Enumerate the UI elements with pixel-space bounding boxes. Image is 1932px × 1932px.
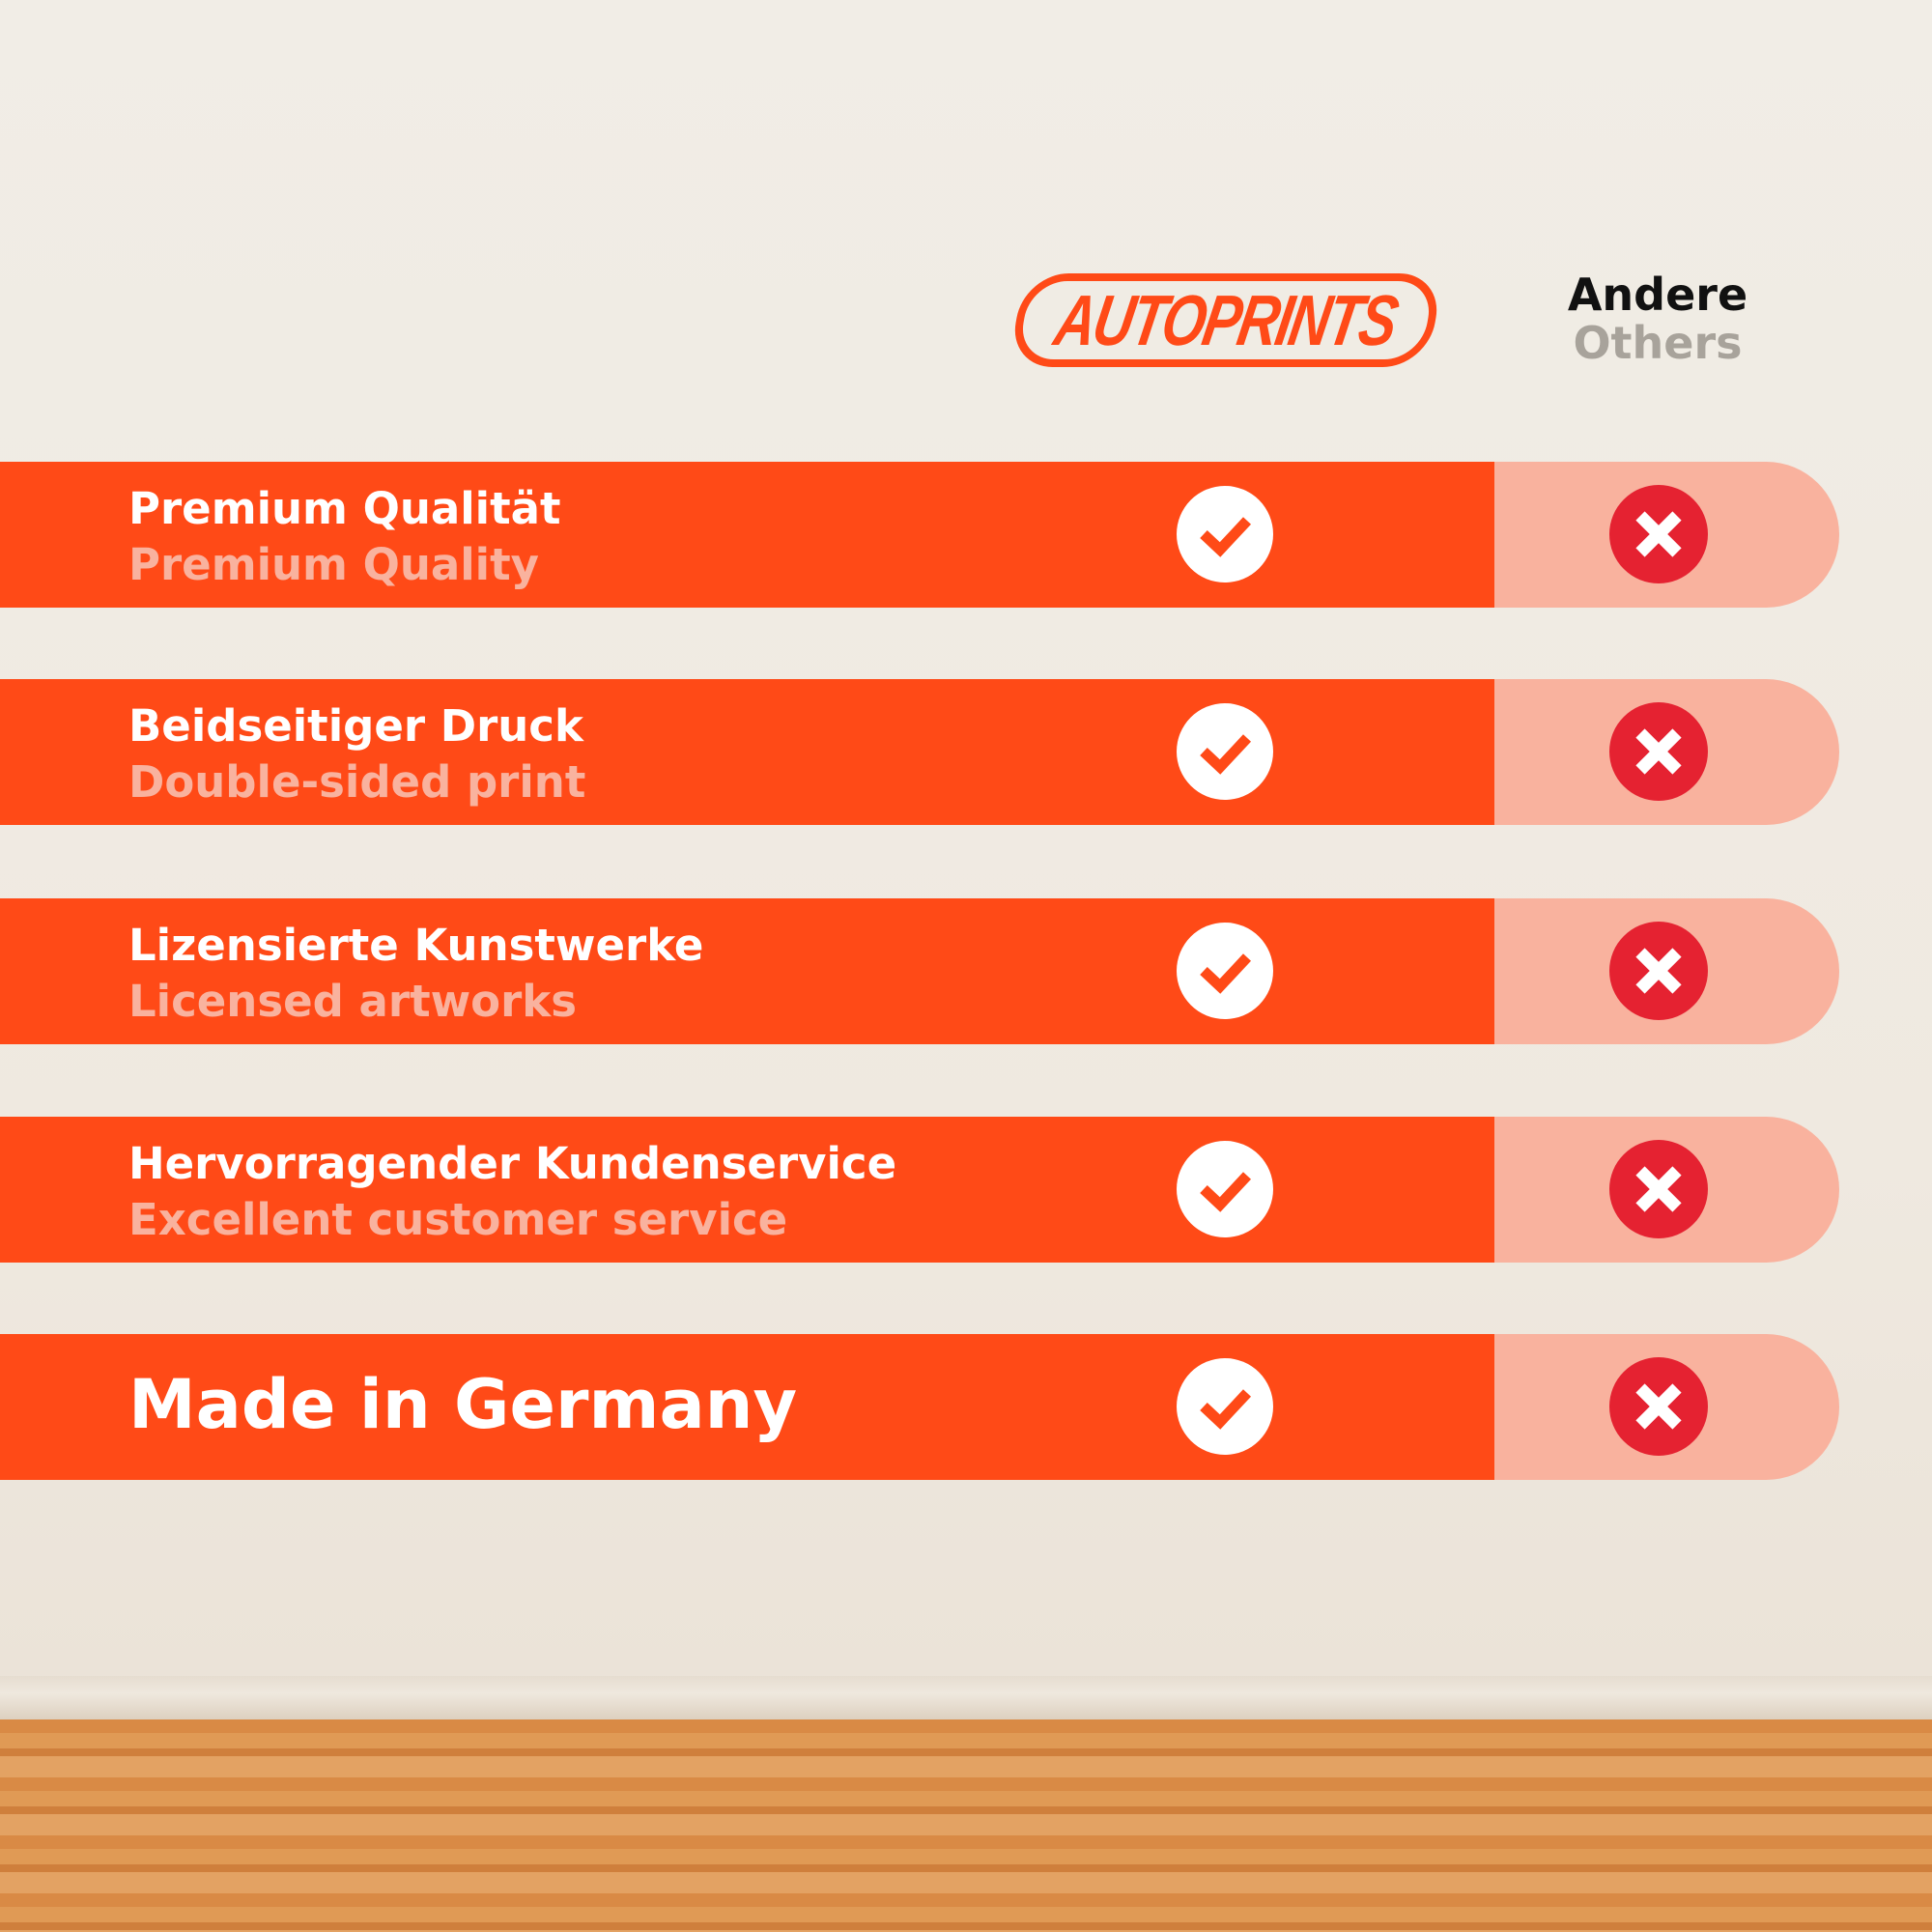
check-icon: [1177, 923, 1273, 1019]
comparison-row: Premium Qualität Premium Quality: [0, 462, 1839, 608]
cross-icon: [1609, 922, 1708, 1020]
others-label-de: Andere: [1567, 269, 1748, 321]
cross-icon: [1609, 1357, 1708, 1456]
feature-en: Licensed artworks: [128, 976, 577, 1027]
check-icon: [1177, 703, 1273, 800]
cross-icon: [1609, 1140, 1708, 1238]
comparison-row: Beidseitiger Druck Double-sided print: [0, 679, 1839, 825]
feature-en: Premium Quality: [128, 539, 539, 590]
check-icon: [1177, 1141, 1273, 1237]
baseboard: [0, 1676, 1932, 1719]
others-label-en: Others: [1573, 317, 1743, 369]
logo-text: AUTOPRINTS: [1049, 280, 1403, 360]
check-icon: [1177, 486, 1273, 582]
feature-de: Beidseitiger Druck: [128, 700, 583, 752]
wooden-floor: [0, 1719, 1932, 1932]
cross-icon: [1609, 485, 1708, 583]
autoprints-logo: AUTOPRINTS: [1008, 273, 1444, 367]
feature-en: Excellent customer service: [128, 1194, 788, 1245]
cross-icon: [1609, 702, 1708, 801]
feature-de: Premium Qualität: [128, 483, 561, 534]
check-icon: [1177, 1358, 1273, 1455]
others-column-header: Andere Others: [1513, 270, 1803, 367]
comparison-row: Made in Germany: [0, 1334, 1839, 1480]
feature-de: Made in Germany: [128, 1365, 798, 1444]
feature-en: Double-sided print: [128, 756, 586, 808]
comparison-row: Lizensierte Kunstwerke Licensed artworks: [0, 898, 1839, 1044]
feature-de: Hervorragender Kundenservice: [128, 1138, 897, 1189]
feature-de: Lizensierte Kunstwerke: [128, 920, 704, 971]
comparison-row: Hervorragender Kundenservice Excellent cu…: [0, 1117, 1839, 1263]
